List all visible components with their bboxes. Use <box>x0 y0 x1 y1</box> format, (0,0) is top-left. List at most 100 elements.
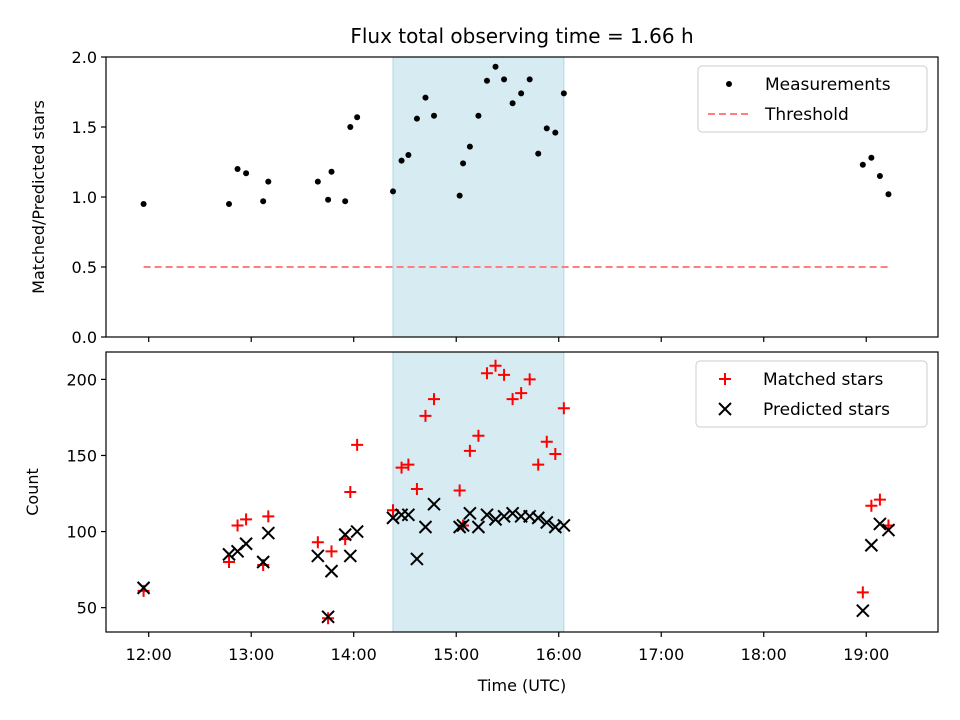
top-point-0-24 <box>501 76 508 83</box>
bottom-point-0-29 <box>540 435 553 448</box>
bottom-point-1-24 <box>497 509 511 524</box>
top-ytick-label-2: 1.0 <box>72 188 97 207</box>
top-point-0-4 <box>260 198 267 205</box>
bottom-point-1-18 <box>452 520 467 534</box>
bottom-point-1-0 <box>136 581 151 595</box>
top-ytick-label-1: 0.5 <box>72 258 97 277</box>
top-point-0-11 <box>354 114 361 121</box>
legend-threshold-label: Threshold <box>764 105 849 125</box>
bottom-point-0-33 <box>865 499 878 512</box>
top-point-0-16 <box>422 94 429 101</box>
bottom-point-0-1 <box>223 556 236 568</box>
bottom-point-1-25 <box>505 506 520 521</box>
bottom-point-1-35 <box>881 523 896 537</box>
bottom-ytick-label-1: 100 <box>66 523 97 542</box>
xtick-label-5: 17:00 <box>638 645 684 664</box>
bottom-point-0-25 <box>506 393 519 406</box>
bottom-point-0-27 <box>523 373 536 386</box>
bottom-point-1-31 <box>557 518 571 533</box>
bottom-ytick-label-0: 50 <box>77 599 97 618</box>
bottom-point-0-15 <box>410 482 423 495</box>
bottom-ytick-label-2: 150 <box>66 446 97 465</box>
bottom-axes-frame <box>105 351 939 633</box>
bottom-point-1-12 <box>386 511 400 525</box>
top-point-0-1 <box>226 201 233 207</box>
top-point-0-34 <box>876 173 883 179</box>
top-point-0-0 <box>140 201 147 207</box>
bottom-point-0-13 <box>395 461 408 474</box>
bottom-point-1-11 <box>350 524 364 539</box>
bottom-point-0-24 <box>498 368 511 381</box>
bottom-point-0-10 <box>344 486 357 498</box>
bottom-point-0-18 <box>453 484 466 497</box>
top-point-0-15 <box>413 115 420 122</box>
bottom-point-1-1 <box>222 547 236 562</box>
xtick-label-1: 13:00 <box>228 645 274 664</box>
top-point-0-21 <box>475 112 482 119</box>
top-point-0-22 <box>483 77 490 84</box>
top-point-0-3 <box>243 170 250 177</box>
bottom-y-axis-label: Count <box>23 468 42 516</box>
bottom-point-1-28 <box>531 511 545 525</box>
bottom-point-0-5 <box>262 510 275 523</box>
top-point-0-6 <box>314 178 321 185</box>
xtick-label-4: 16:00 <box>536 645 582 664</box>
top-ytick-label-3: 1.5 <box>72 118 97 137</box>
top-ytick-label-4: 2.0 <box>72 48 97 67</box>
bottom-point-0-22 <box>480 367 493 380</box>
top-y-axis-label: Matched/Predicted stars <box>29 100 48 294</box>
bottom-point-0-11 <box>351 438 364 451</box>
top-point-0-31 <box>560 90 567 97</box>
bottom-point-0-8 <box>325 545 338 558</box>
bottom-point-0-26 <box>515 387 528 400</box>
top-point-0-17 <box>431 112 438 119</box>
top-point-0-19 <box>460 160 467 167</box>
top-panel: 0.0 0.5 1.0 1.5 2.0 Measurements Threshold <box>72 48 939 347</box>
bottom-highlight-band <box>392 351 565 633</box>
top-point-0-7 <box>325 196 332 203</box>
top-point-0-30 <box>552 129 559 136</box>
bottom-point-1-20 <box>463 506 477 521</box>
x-axis-label: Time (UTC) <box>477 676 566 695</box>
top-ytick-label-0: 0.0 <box>72 328 97 347</box>
bottom-point-1-19 <box>456 518 470 533</box>
top-point-0-27 <box>526 76 533 83</box>
legend-matched-label: Matched stars <box>763 370 883 390</box>
bottom-point-0-23 <box>489 359 502 372</box>
top-point-0-10 <box>347 124 354 130</box>
bottom-point-1-9 <box>338 527 352 542</box>
top-highlight-band <box>392 56 565 338</box>
bottom-point-1-10 <box>343 549 358 563</box>
bottom-point-0-2 <box>231 519 244 532</box>
bottom-point-0-6 <box>311 536 324 549</box>
bottom-ytick-label-3: 200 <box>66 370 97 389</box>
bottom-point-1-14 <box>401 508 416 522</box>
bottom-point-1-33 <box>864 538 879 552</box>
bottom-legend-box <box>695 360 928 428</box>
legend-measurements-label: Measurements <box>765 75 891 95</box>
top-legend-box <box>697 65 928 133</box>
bottom-point-0-30 <box>549 447 562 460</box>
bottom-point-1-6 <box>311 549 325 563</box>
bottom-point-0-3 <box>240 513 253 526</box>
bottom-point-1-29 <box>540 515 554 530</box>
chart-title: Flux total observing time = 1.66 h <box>350 24 693 48</box>
bottom-point-1-17 <box>427 497 441 511</box>
bottom-point-0-28 <box>532 458 545 471</box>
top-point-0-8 <box>328 168 335 175</box>
top-point-0-18 <box>456 192 463 199</box>
top-point-0-29 <box>543 125 550 132</box>
bottom-point-0-34 <box>873 493 886 506</box>
top-point-0-13 <box>398 157 405 164</box>
bottom-point-1-15 <box>410 552 424 566</box>
xtick-label-0: 12:00 <box>126 645 172 664</box>
xtick-label-6: 18:00 <box>741 645 787 664</box>
bottom-point-0-20 <box>463 444 476 457</box>
top-point-0-12 <box>390 188 397 195</box>
bottom-point-1-22 <box>480 508 494 522</box>
top-point-0-14 <box>405 152 412 158</box>
top-point-0-9 <box>342 198 349 205</box>
top-point-0-23 <box>492 63 499 70</box>
top-point-0-2 <box>234 166 241 172</box>
